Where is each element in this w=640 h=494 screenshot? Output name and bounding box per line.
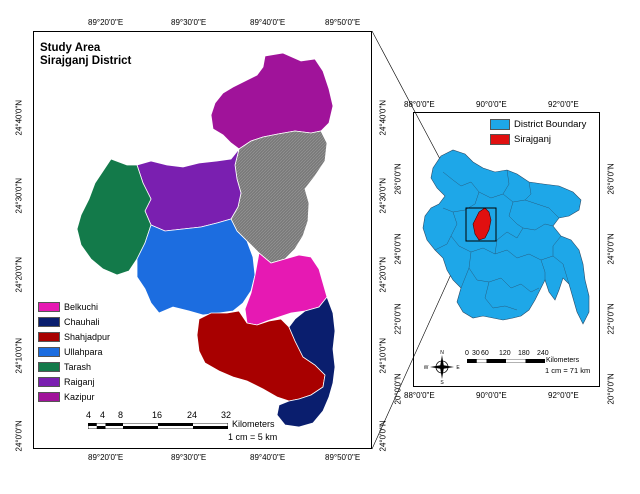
legend-item-chauhali: Chauhali	[38, 317, 100, 327]
legend-item-shahjadpur: Shahjadpur	[38, 332, 110, 342]
sirajganj-district-map	[76, 52, 336, 428]
inset-top-tick: 88°0'0"E	[404, 100, 435, 109]
legend-item-sirajganj: Sirajganj	[490, 134, 551, 145]
scale-number: 60	[481, 350, 489, 357]
scale-unit: Kilometers	[232, 419, 275, 429]
main-top-tick: 89°30'0"E	[171, 18, 207, 27]
legend-item-belkuchi: Belkuchi	[38, 302, 98, 312]
legend-label: Ullahpara	[64, 347, 103, 357]
legend-label: Chauhali	[64, 317, 100, 327]
inset-scale-ratio: 1 cm = 71 km	[545, 366, 591, 375]
inset-top-tick: 90°0'0"E	[476, 100, 507, 109]
upazila-ullahpara	[136, 218, 256, 316]
legend-swatch	[38, 332, 60, 342]
scale-number: 180	[518, 350, 530, 357]
main-top-tick: 89°40'0"E	[250, 18, 286, 27]
legend-label: Shahjadpur	[64, 332, 111, 342]
scale-number: 16	[152, 410, 163, 420]
inset-bottom-tick: 92°0'0"E	[548, 391, 579, 400]
map-title: Study Area Sirajganj District	[40, 42, 131, 68]
scale-number: 24	[187, 410, 198, 420]
legend-label: Kazipur	[64, 392, 95, 402]
inset-scale-graphic	[467, 359, 545, 363]
compass-s: S	[440, 380, 444, 384]
compass-n: N	[440, 350, 444, 356]
inset-left-tick: 20°0'0"N	[393, 373, 403, 405]
sirajganj-highlight	[472, 207, 492, 241]
scale-number: 4	[100, 410, 106, 420]
main-top-tick: 89°50'0"E	[325, 18, 361, 27]
scale-number: 8	[118, 410, 124, 420]
inset-right-tick: 20°0'0"N	[606, 373, 616, 405]
legend-item-ullahpara: Ullahpara	[38, 347, 103, 357]
inset-bottom-tick: 88°0'0"E	[404, 391, 435, 400]
legend-label: Raiganj	[64, 377, 95, 387]
main-bottom-tick: 89°20'0"E	[88, 453, 124, 462]
legend-label: District Boundary	[514, 119, 587, 130]
scale-number: 0	[465, 350, 469, 357]
scale-number: 240	[537, 350, 549, 357]
inset-left-tick: 24°0'0"N	[393, 233, 403, 265]
legend-item-tarash: Tarash	[38, 362, 91, 372]
legend-item-kazipur: Kazipur	[38, 392, 95, 402]
legend-item-district-boundary: District Boundary	[490, 119, 586, 130]
main-bottom-tick: 89°50'0"E	[325, 453, 361, 462]
inset-top-tick: 92°0'0"E	[548, 100, 579, 109]
legend-swatch	[38, 347, 60, 357]
compass-w: W	[424, 365, 429, 371]
upazila-tarash	[76, 158, 152, 276]
legend-swatch	[38, 317, 60, 327]
legend-swatch	[38, 302, 60, 312]
compass-rose-icon: N S E W	[424, 350, 460, 384]
district-borders	[434, 169, 570, 311]
inset-bottom-tick: 90°0'0"E	[476, 391, 507, 400]
bangladesh-map	[422, 149, 590, 325]
legend-swatch	[490, 134, 510, 145]
upazila-chauhali	[276, 296, 336, 428]
inset-right-tick: 24°0'0"N	[606, 233, 616, 265]
legend-label: Belkuchi	[64, 302, 99, 312]
inset-left-tick: 22°0'0"N	[393, 303, 403, 335]
bangladesh-districts	[422, 149, 590, 325]
compass-e: E	[456, 365, 460, 371]
legend-swatch	[38, 377, 60, 387]
legend-swatch	[490, 119, 510, 130]
inset-left-tick: 26°0'0"N	[393, 163, 403, 195]
main-bottom-tick: 89°30'0"E	[171, 453, 207, 462]
legend-swatch	[38, 392, 60, 402]
inset-right-tick: 22°0'0"N	[606, 303, 616, 335]
main-top-tick: 89°20'0"E	[88, 18, 124, 27]
scale-number: 120	[499, 350, 511, 357]
legend-label: Tarash	[64, 362, 92, 372]
legend-swatch	[38, 362, 60, 372]
scale-number: 30	[472, 350, 480, 357]
legend-label: Sirajganj	[514, 134, 551, 145]
scale-number: 32	[221, 410, 232, 420]
scale-ratio: 1 cm = 5 km	[228, 432, 278, 442]
title-line-district: Sirajganj District	[40, 55, 132, 67]
title-line-study-area: Study Area	[40, 42, 101, 54]
scale-bar-graphic	[88, 423, 228, 429]
legend-item-raiganj: Raiganj	[38, 377, 95, 387]
inset-scale-unit: Kilometers	[546, 357, 580, 364]
inset-right-tick: 26°0'0"N	[606, 163, 616, 195]
extent-rectangle	[465, 207, 497, 242]
scale-number: 4	[86, 410, 92, 420]
main-bottom-tick: 89°40'0"E	[250, 453, 286, 462]
